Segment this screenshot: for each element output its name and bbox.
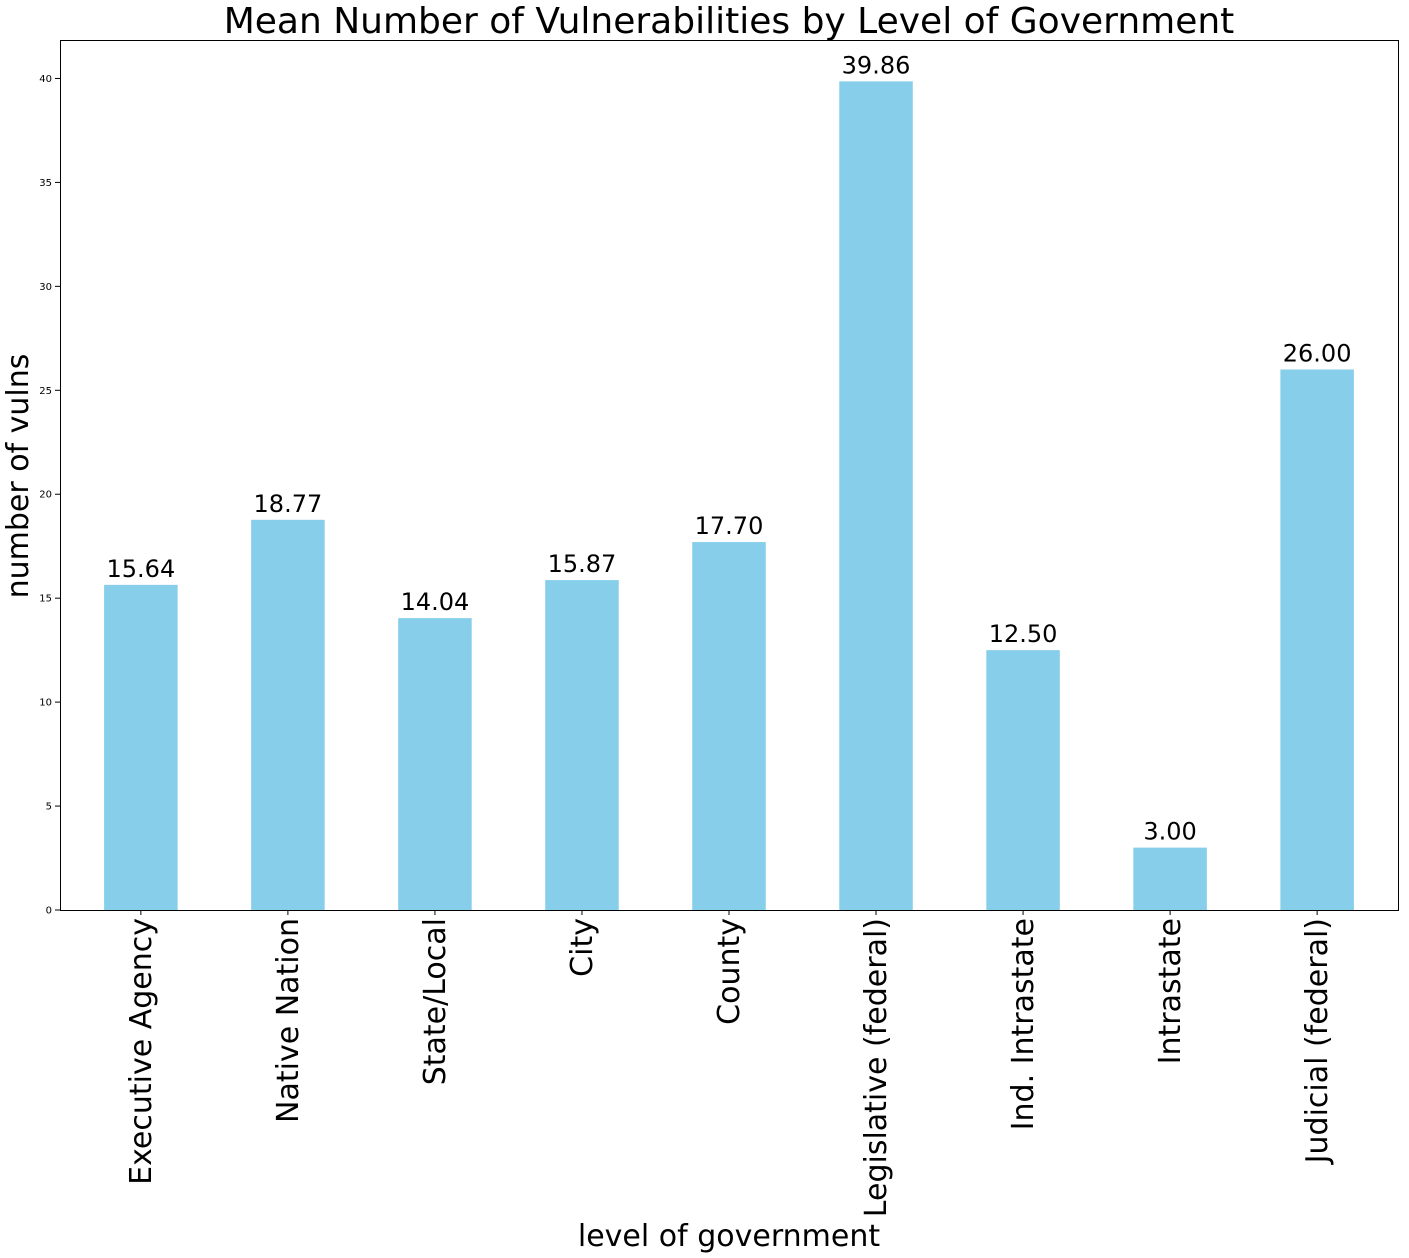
bar-native-nation: [251, 519, 325, 910]
data-label-state-local: 14.04: [401, 588, 470, 616]
x-axis: Executive Agency Native Nation State/Local…: [124, 910, 1335, 1217]
x-tick-label-state-local: State/Local: [418, 918, 453, 1085]
x-tick-label-legislative-federal: Legislative (federal): [859, 918, 894, 1217]
y-tick-label-0: 0: [46, 906, 52, 917]
y-axis-label: number of vulns: [1, 354, 36, 599]
x-tick-label-judicial-federal: Judicial (federal): [1300, 918, 1335, 1165]
bar-legislative-federal: [839, 81, 913, 911]
bar-state-local: [398, 618, 472, 910]
data-labels-layer: 15.64 18.77 14.04 15.87 17.70 39.86 12.50 3.00 2…: [107, 51, 1352, 845]
x-tick-label-intrastate: Intrastate: [1153, 918, 1188, 1064]
y-axis: 0 5 10 15 20 25 30 35 40: [39, 74, 60, 917]
data-label-judicial-federal: 26.00: [1283, 340, 1352, 368]
data-label-city: 15.87: [548, 550, 617, 578]
y-tick-label-20: 20: [39, 490, 52, 501]
y-tick-label-40: 40: [39, 74, 52, 85]
x-tick-label-executive-agency: Executive Agency: [124, 918, 159, 1185]
y-tick-label-5: 5: [46, 802, 52, 813]
y-tick-label-30: 30: [39, 282, 52, 293]
bar-ind-intrastate: [986, 650, 1060, 910]
data-label-native-nation: 18.77: [254, 490, 323, 518]
x-tick-label-city: City: [565, 918, 600, 977]
x-tick-label-native-nation: Native Nation: [271, 918, 306, 1123]
bar-county: [692, 542, 766, 910]
data-label-executive-agency: 15.64: [107, 555, 176, 583]
data-label-county: 17.70: [695, 512, 764, 540]
x-tick-label-county: County: [712, 918, 747, 1025]
data-label-legislative-federal: 39.86: [842, 51, 911, 79]
y-tick-label-10: 10: [39, 698, 52, 709]
data-label-intrastate: 3.00: [1143, 818, 1196, 846]
y-tick-label-25: 25: [39, 386, 52, 397]
bar-intrastate: [1133, 847, 1207, 910]
data-label-ind-intrastate: 12.50: [989, 620, 1058, 648]
bar-executive-agency: [104, 584, 178, 910]
bar-judicial-federal: [1280, 369, 1354, 910]
y-tick-label-35: 35: [39, 178, 52, 189]
bar-city: [545, 580, 619, 910]
chart-title: Mean Number of Vulnerabilities by Level …: [224, 1, 1235, 42]
bars-layer: [104, 81, 1354, 911]
y-tick-label-15: 15: [39, 594, 52, 605]
x-axis-label: level of government: [578, 1219, 880, 1254]
x-tick-label-ind-intrastate: Ind. Intrastate: [1006, 918, 1041, 1130]
